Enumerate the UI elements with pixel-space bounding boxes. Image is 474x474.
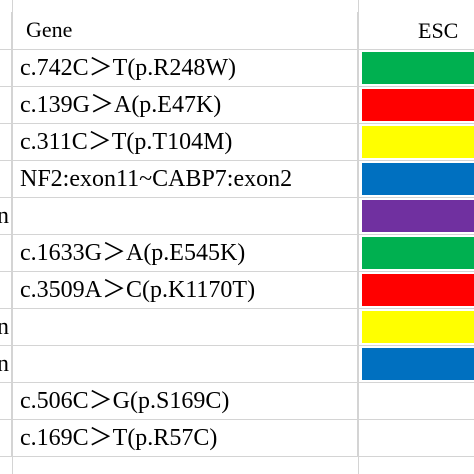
gene-cell[interactable]: c.169C＞T(p.R57C) (12, 420, 358, 456)
cut-off-text: n (0, 310, 9, 344)
esc-cell[interactable] (358, 309, 474, 345)
color-swatch (362, 163, 474, 195)
esc-cell[interactable] (358, 50, 474, 86)
header-row: Gene ESC (0, 12, 474, 50)
cell[interactable] (0, 124, 12, 160)
color-swatch (362, 348, 474, 380)
esc-cell[interactable] (358, 161, 474, 197)
gene-value: c.506C＞G(p.S169C) (20, 388, 230, 414)
cell[interactable]: n (0, 309, 12, 345)
color-swatch (362, 237, 474, 269)
table-row: n (0, 346, 474, 383)
color-swatch (362, 89, 474, 121)
cut-off-text: n (0, 347, 9, 381)
esc-header: ESC (418, 18, 459, 43)
column-divider (358, 0, 359, 474)
gene-cell[interactable]: c.311C＞T(p.T104M) (12, 124, 358, 160)
cell[interactable] (0, 420, 12, 456)
gene-value: c.311C＞T(p.T104M) (20, 129, 233, 155)
esc-cell[interactable] (358, 235, 474, 271)
esc-cell[interactable] (358, 346, 474, 382)
color-swatch (362, 126, 474, 158)
table-row: c.1633G＞A(p.E545K) (0, 235, 474, 272)
gene-value: c.742C＞T(p.R248W) (20, 55, 236, 81)
esc-cell[interactable] (358, 198, 474, 234)
cell[interactable] (0, 383, 12, 419)
esc-header-cell[interactable]: ESC (358, 12, 474, 49)
esc-cell[interactable] (358, 87, 474, 123)
table-row: c.3509A＞C(p.K1170T) (0, 272, 474, 309)
gene-cell[interactable]: NF2:exon11~CABP7:exon2 (12, 161, 358, 197)
gene-cell[interactable] (12, 198, 358, 234)
color-swatch (362, 274, 474, 306)
table-row: c.139G＞A(p.E47K) (0, 87, 474, 124)
gene-cell[interactable]: c.506C＞G(p.S169C) (12, 383, 358, 419)
gene-value: NF2:exon11~CABP7:exon2 (20, 166, 293, 192)
cell[interactable]: n (0, 346, 12, 382)
gene-cell[interactable] (12, 309, 358, 345)
esc-cell[interactable] (358, 420, 474, 456)
esc-cell[interactable] (358, 272, 474, 308)
table-row: n (0, 309, 474, 346)
color-swatch (362, 311, 474, 343)
cut-off-text: n (0, 199, 9, 233)
table-row: n (0, 198, 474, 235)
gene-cell[interactable]: c.1633G＞A(p.E545K) (12, 235, 358, 271)
gene-value: c.139G＞A(p.E47K) (20, 92, 222, 118)
gene-value: c.3509A＞C(p.K1170T) (20, 277, 256, 303)
table-row: c.169C＞T(p.R57C) (0, 420, 474, 457)
gene-value: c.1633G＞A(p.E545K) (20, 240, 246, 266)
color-swatch (362, 52, 474, 84)
gene-header: Gene (26, 17, 73, 42)
esc-cell[interactable] (358, 124, 474, 160)
cell[interactable] (0, 272, 12, 308)
table-row: c.506C＞G(p.S169C) (0, 383, 474, 420)
column-divider (12, 0, 13, 474)
gene-header-cell[interactable]: Gene (12, 12, 358, 49)
gene-value: c.169C＞T(p.R57C) (20, 425, 218, 451)
cell[interactable] (0, 12, 12, 49)
gene-cell[interactable] (12, 346, 358, 382)
gene-cell[interactable]: c.742C＞T(p.R248W) (12, 50, 358, 86)
table-row: NF2:exon11~CABP7:exon2 (0, 161, 474, 198)
table-row: c.742C＞T(p.R248W) (0, 50, 474, 87)
cell[interactable] (0, 235, 12, 271)
esc-cell[interactable] (358, 383, 474, 419)
table-row: c.311C＞T(p.T104M) (0, 124, 474, 161)
cell[interactable]: n (0, 198, 12, 234)
cell[interactable] (0, 50, 12, 86)
cell[interactable] (0, 87, 12, 123)
gene-cell[interactable]: c.139G＞A(p.E47K) (12, 87, 358, 123)
gene-cell[interactable]: c.3509A＞C(p.K1170T) (12, 272, 358, 308)
cell[interactable] (0, 161, 12, 197)
color-swatch (362, 200, 474, 232)
